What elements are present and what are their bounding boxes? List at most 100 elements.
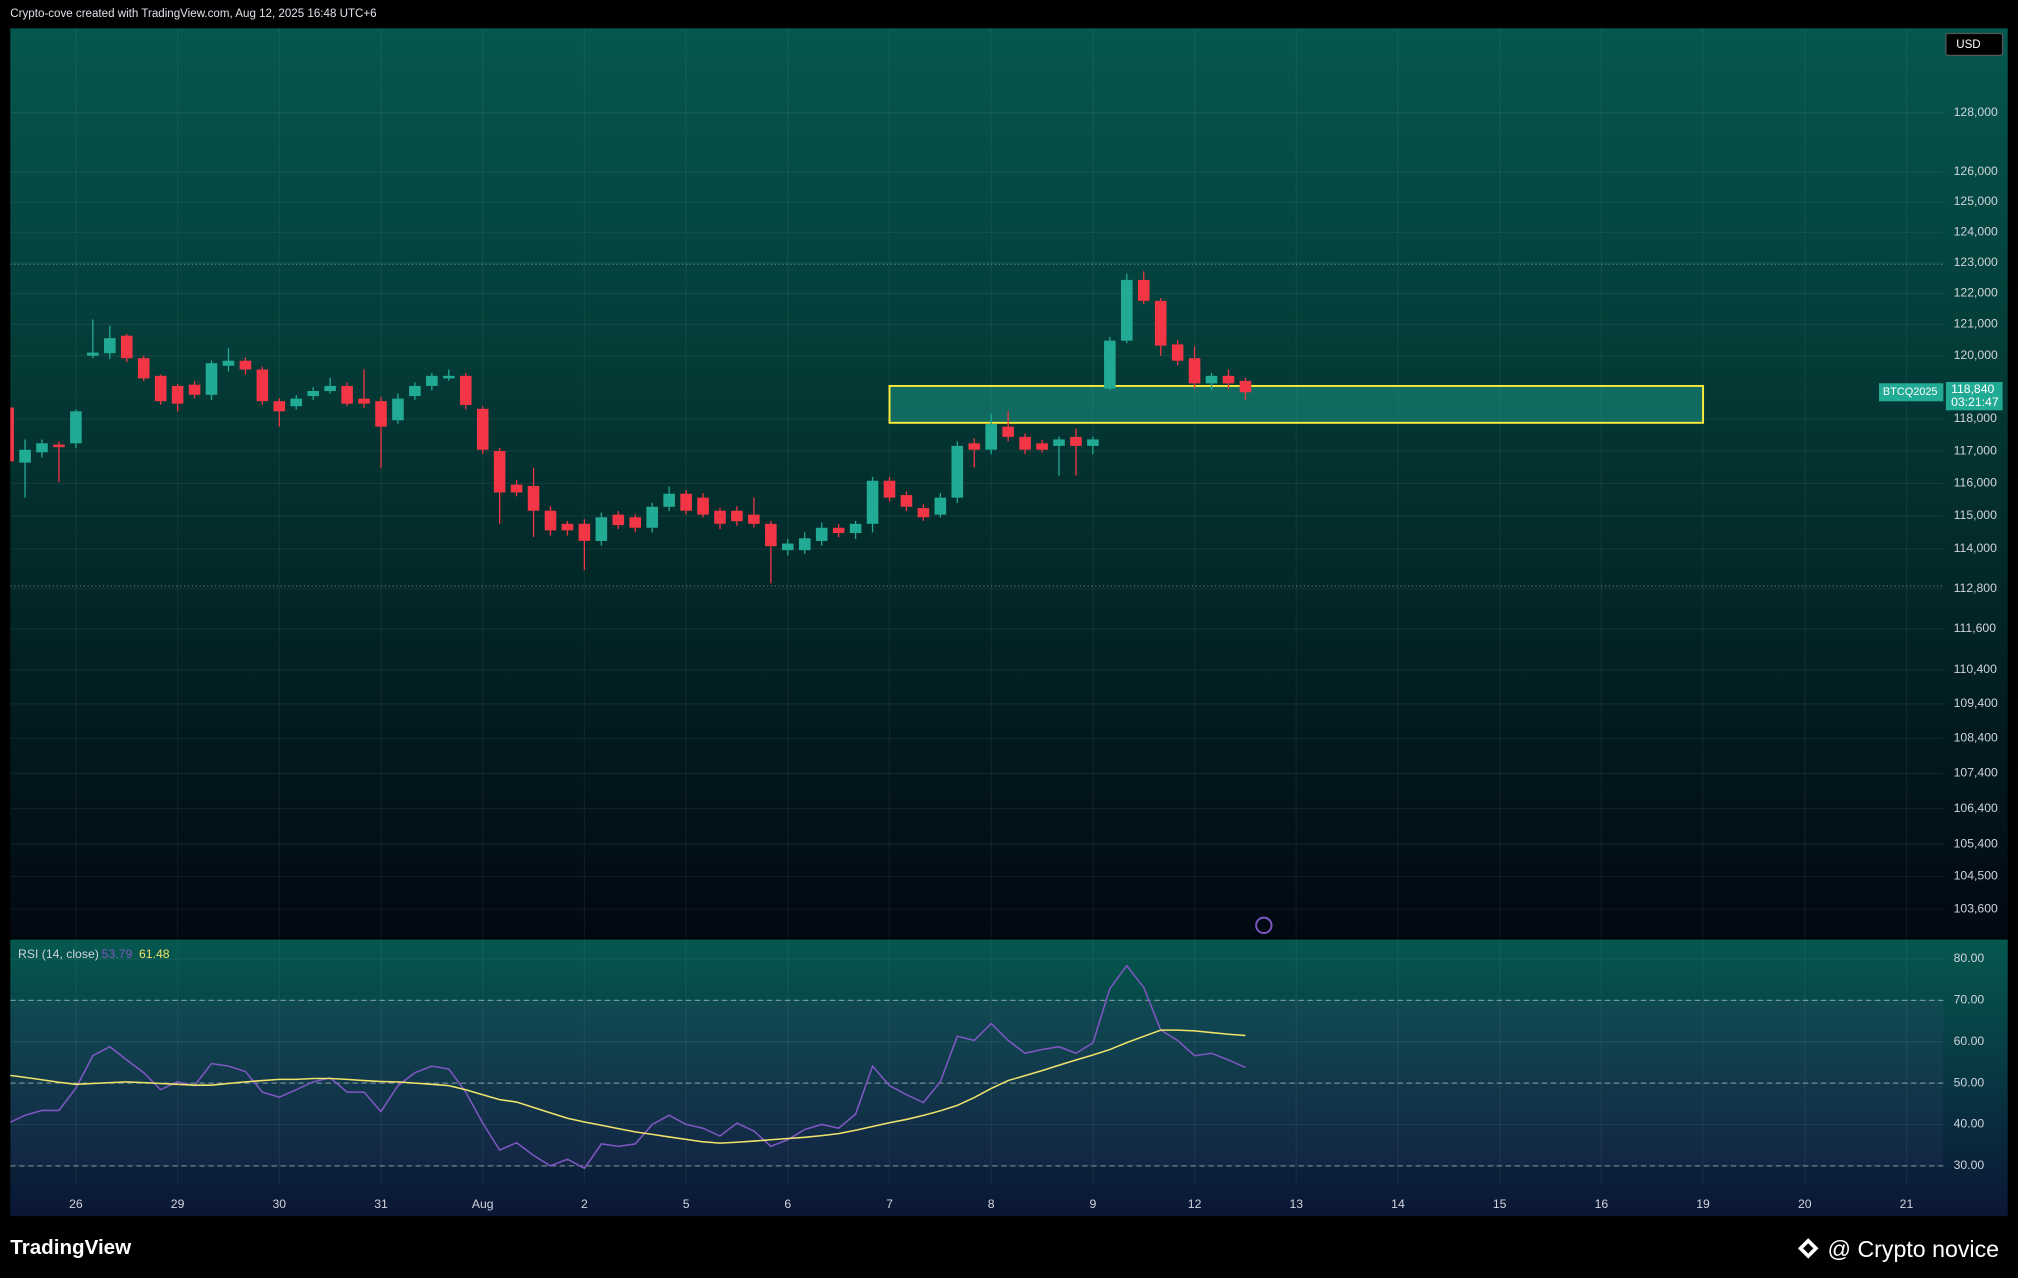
candle-body (493, 451, 506, 493)
y-tick-label: 109,400 (1954, 696, 1998, 710)
candle-body (53, 444, 65, 448)
x-tick-label: 6 (784, 1197, 791, 1211)
candle-body (1171, 344, 1184, 361)
y-tick-label: 60.00 (1954, 1034, 1985, 1048)
y-tick-label: 124,000 (1954, 224, 1998, 238)
y-tick-label: 40.00 (1954, 1117, 1985, 1131)
y-tick-label: 117,000 (1954, 443, 1997, 457)
rsi-pane (10, 939, 2008, 1217)
candle-body (1036, 443, 1048, 450)
symbol: BTCQ2025 (1883, 386, 1938, 398)
y-tick-label: 116,000 (1954, 476, 1997, 490)
candle-body (10, 407, 14, 462)
candle-body (968, 443, 981, 450)
candle-body (1205, 375, 1218, 384)
candle-body (1137, 279, 1150, 301)
y-tick-label: 122,000 (1954, 286, 1998, 300)
candle-body (459, 375, 472, 405)
candle-body (883, 480, 896, 498)
y-tick-label: 115,000 (1954, 508, 1997, 522)
candle-body (527, 485, 540, 511)
candle-body (426, 375, 438, 386)
candle-body (934, 497, 947, 515)
x-tick-label: 20 (1798, 1197, 1812, 1211)
candle-body (358, 398, 370, 404)
y-tick-label: 30.00 (1954, 1158, 1985, 1172)
y-tick-label: 106,400 (1954, 801, 1998, 815)
candle-body (646, 506, 658, 528)
y-tick-label: 118,000 (1954, 411, 1997, 425)
candle-body (629, 517, 642, 528)
author-icon (1797, 1238, 1819, 1259)
candle-body (697, 497, 709, 515)
y-tick-label: 125,000 (1954, 194, 1998, 208)
candle-body (917, 508, 930, 518)
rsi-plot (10, 939, 1944, 1185)
candle-body (1019, 436, 1031, 450)
candle-body (70, 411, 82, 444)
symbol-tag (1879, 383, 1944, 402)
candle-body (154, 375, 167, 402)
y-tick-label: 111,600 (1954, 621, 1997, 635)
price-tag (1945, 381, 2003, 411)
candle-body (680, 493, 692, 511)
y-tick-label: 120,000 (1954, 348, 1998, 362)
candle-body (87, 352, 99, 356)
candle-body (324, 385, 336, 392)
candle-body (375, 401, 387, 427)
candle-body (273, 401, 286, 412)
candle-body (1239, 380, 1252, 393)
candle-body (171, 385, 184, 404)
candle-body (36, 443, 48, 453)
x-tick-label: 12 (1188, 1197, 1202, 1211)
candle-body (798, 538, 811, 551)
candle-body (188, 384, 201, 395)
candle-body (222, 360, 235, 366)
candle-body (1053, 439, 1065, 446)
candle-body (1188, 358, 1201, 384)
candle-body (443, 375, 455, 379)
candle-body (748, 514, 760, 524)
rsi-value: 53.79 (102, 947, 133, 961)
alert-icon (1255, 916, 1273, 935)
candle-body (815, 527, 828, 541)
y-tick-label: 104,500 (1954, 869, 1998, 883)
x-tick-label: 29 (171, 1197, 185, 1211)
candle-body (205, 363, 218, 395)
candle-body (765, 523, 777, 547)
candle-body (1222, 375, 1235, 384)
candle-body (510, 484, 523, 493)
candle-body (714, 510, 726, 524)
candle-body (561, 523, 574, 531)
y-tick-label: 107,400 (1954, 766, 1998, 780)
y-tick-label: 50.00 (1954, 1075, 1985, 1089)
x-tick-label: 7 (886, 1197, 893, 1211)
x-tick-label: 2 (581, 1197, 588, 1211)
candle-body (782, 543, 794, 551)
candle-body (104, 338, 116, 354)
x-tick-label: 5 (683, 1197, 690, 1211)
candle-body (1154, 300, 1167, 346)
candle-body (900, 495, 913, 507)
logo: TradingView (10, 1236, 132, 1259)
y-tick-label: 110,400 (1954, 662, 1997, 676)
x-tick-label: 26 (69, 1197, 83, 1211)
rsi-line (10, 1029, 1246, 1144)
candle-body (1104, 340, 1116, 389)
y-tick-label: 103,600 (1954, 901, 1998, 915)
x-tick-label: 8 (988, 1197, 995, 1211)
y-tick-label: 108,400 (1954, 731, 1998, 745)
currency-box (1945, 32, 2004, 56)
rsi-line (10, 964, 1246, 1170)
x-tick-label: 15 (1493, 1197, 1507, 1211)
x-tick-label: 21 (1900, 1197, 1914, 1211)
candle-body (392, 398, 404, 421)
candle-body (409, 385, 421, 397)
candle-body (951, 445, 964, 498)
y-tick-label: 114,000 (1954, 541, 1997, 555)
rsi-title: RSI (14, close) (18, 947, 99, 961)
candle-body (341, 385, 353, 404)
candle-body (663, 493, 675, 507)
candle-body (19, 449, 31, 463)
